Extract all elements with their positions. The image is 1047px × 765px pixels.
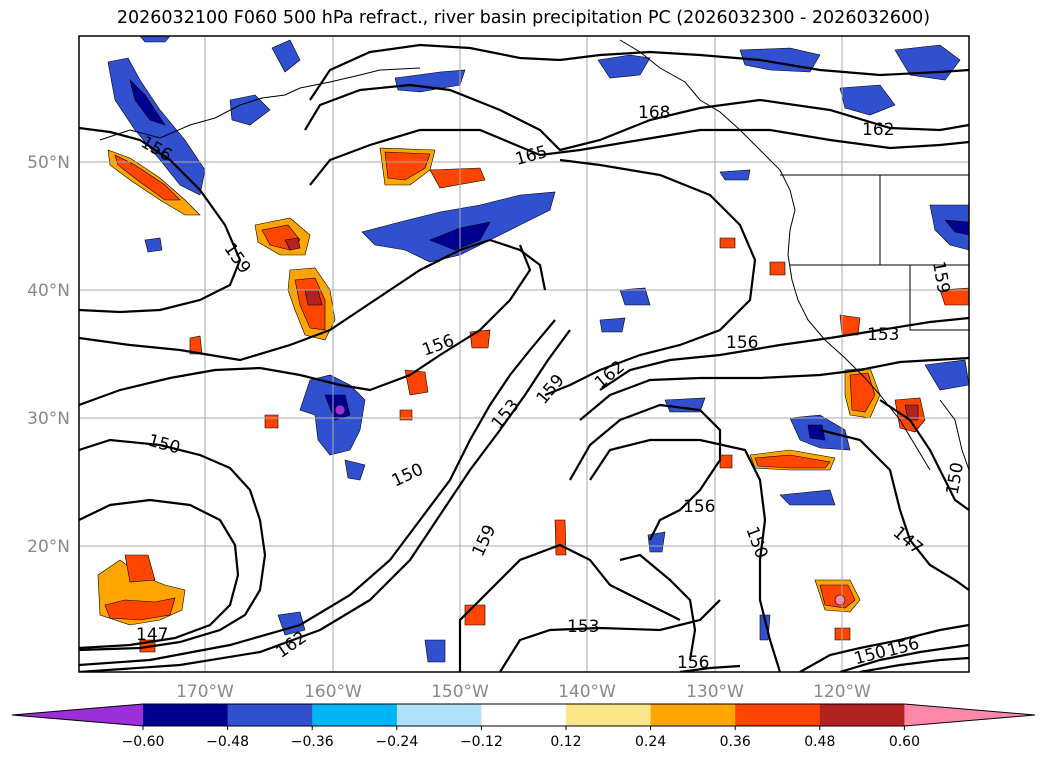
colorbar-extend-max bbox=[904, 704, 1035, 726]
colorbar-tick-label: −0.48 bbox=[206, 734, 249, 750]
lon-label-170w: 170°W bbox=[176, 682, 234, 702]
colorbar-tick-label: −0.60 bbox=[122, 734, 165, 750]
lon-label-150w: 150°W bbox=[431, 682, 489, 702]
lat-label-20n: 20°N bbox=[27, 537, 70, 557]
lat-label-30n: 30°N bbox=[27, 409, 70, 429]
graticule bbox=[79, 36, 969, 672]
contour-label: 162 bbox=[862, 120, 894, 140]
lon-label-140w: 140°W bbox=[558, 682, 616, 702]
colorbar-tick-label: −0.12 bbox=[460, 734, 503, 750]
height-contours bbox=[79, 43, 969, 672]
colorbar-segment bbox=[566, 704, 652, 726]
contour-label: 168 bbox=[638, 103, 670, 123]
colorbar-segment bbox=[227, 704, 313, 726]
map-frame bbox=[78, 35, 970, 673]
colorbar-tick-label: −0.24 bbox=[375, 734, 418, 750]
colorbar-segment bbox=[312, 704, 398, 726]
contour-label: 147 bbox=[136, 625, 168, 645]
contour-label: 153 bbox=[867, 325, 899, 345]
lon-label-130w: 130°W bbox=[686, 682, 744, 702]
contour-label: 156 bbox=[677, 653, 709, 673]
colorbar-segment bbox=[819, 704, 905, 726]
contour-label: 156 bbox=[726, 333, 758, 353]
colorbar-tick-label: 0.12 bbox=[550, 734, 581, 750]
map-area bbox=[79, 36, 969, 672]
colorbar-segment bbox=[143, 704, 229, 726]
colorbar-segment bbox=[650, 704, 736, 726]
colorbar-tick-label: 0.48 bbox=[804, 734, 835, 750]
longitude-labels: 170°W 160°W 150°W 140°W 130°W 120°W bbox=[176, 682, 871, 702]
colorbar-tick-label: 0.60 bbox=[889, 734, 920, 750]
colorbar-segment bbox=[735, 704, 821, 726]
colorbar-tick-label: 0.36 bbox=[720, 734, 751, 750]
lon-label-120w: 120°W bbox=[813, 682, 871, 702]
lat-label-40n: 40°N bbox=[27, 281, 70, 301]
colorbar-extend-min bbox=[12, 704, 143, 726]
contour-label: 153 bbox=[567, 617, 599, 637]
colorbar-segment bbox=[481, 704, 567, 726]
colorbar-tick-label: 0.24 bbox=[635, 734, 666, 750]
lon-label-160w: 160°W bbox=[304, 682, 362, 702]
coastlines bbox=[99, 39, 969, 471]
colorbar-segment bbox=[396, 704, 482, 726]
colorbar: −0.60 −0.48 −0.36 −0.24 −0.12 0.12 0.24 0.36 0.4… bbox=[11, 703, 1036, 750]
map-title: 2026032100 F060 500 hPa refract., river … bbox=[116, 8, 931, 28]
contour-label: 156 bbox=[683, 497, 715, 517]
latitude-labels: 50°N 40°N 30°N 20°N bbox=[27, 153, 70, 557]
colorbar-tick-label: −0.36 bbox=[291, 734, 334, 750]
lat-label-50n: 50°N bbox=[27, 153, 70, 173]
